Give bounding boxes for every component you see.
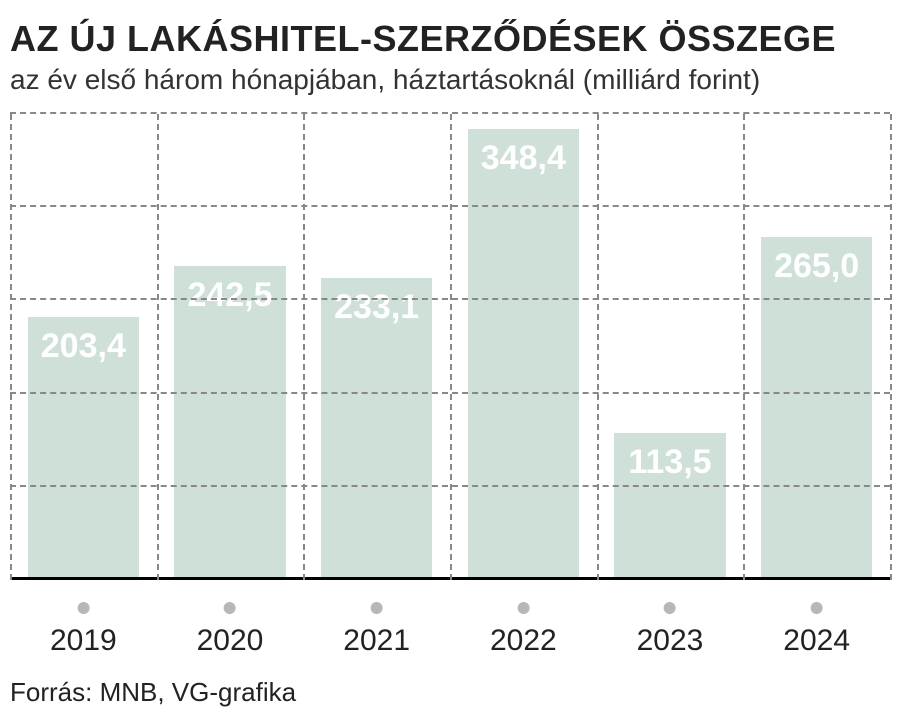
bar: 242,5 xyxy=(174,266,285,580)
chart-title: AZ ÚJ LAKÁSHITEL-SZERZŐDÉSEK ÖSSZEGE xyxy=(10,18,890,60)
tick-dot-icon xyxy=(517,602,529,614)
gridline-vertical xyxy=(450,114,452,580)
x-tick: 2023 xyxy=(637,602,704,658)
bar: 203,4 xyxy=(28,317,139,580)
gridline-horizontal xyxy=(10,112,890,114)
bar-value-label: 203,4 xyxy=(28,327,139,366)
gridline-horizontal xyxy=(10,392,890,394)
bar: 233,1 xyxy=(321,278,432,580)
x-tick: 2021 xyxy=(343,602,410,658)
gridline-vertical xyxy=(597,114,599,580)
chart: 203,4242,5233,1348,4113,5265,0 201920202… xyxy=(10,114,890,670)
x-tick: 2019 xyxy=(50,602,117,658)
gridline-vertical xyxy=(157,114,159,580)
bar: 265,0 xyxy=(761,237,872,580)
tick-dot-icon xyxy=(77,602,89,614)
chart-subtitle: az év első három hónapjában, háztartások… xyxy=(10,64,890,96)
x-tick: 2024 xyxy=(783,602,850,658)
bar: 113,5 xyxy=(614,433,725,580)
x-tick-label: 2020 xyxy=(197,624,264,658)
bar-value-label: 233,1 xyxy=(321,288,432,327)
gridline-vertical xyxy=(303,114,305,580)
bar-value-label: 265,0 xyxy=(761,247,872,286)
x-tick-label: 2021 xyxy=(343,624,410,658)
x-tick: 2022 xyxy=(490,602,557,658)
gridline-vertical xyxy=(743,114,745,580)
x-tick-label: 2023 xyxy=(637,624,704,658)
bar-value-label: 113,5 xyxy=(614,443,725,482)
chart-container: AZ ÚJ LAKÁSHITEL-SZERZŐDÉSEK ÖSSZEGE az … xyxy=(0,0,900,722)
gridline-horizontal xyxy=(10,205,890,207)
x-tick-label: 2019 xyxy=(50,624,117,658)
x-axis: 2019 2020 2021 2022 2023 2024 xyxy=(10,580,890,670)
gridline-vertical xyxy=(890,114,892,580)
bar: 348,4 xyxy=(468,129,579,580)
tick-dot-icon xyxy=(224,602,236,614)
x-tick: 2020 xyxy=(197,602,264,658)
bar-value-label: 242,5 xyxy=(174,276,285,315)
x-tick-label: 2022 xyxy=(490,624,557,658)
gridline-horizontal xyxy=(10,298,890,300)
tick-dot-icon xyxy=(371,602,383,614)
x-tick-label: 2024 xyxy=(783,624,850,658)
plot-area: 203,4 242,5 233,1 348,4 113,5 265,0 xyxy=(10,114,890,580)
gridline-horizontal xyxy=(10,485,890,487)
tick-dot-icon xyxy=(664,602,676,614)
gridline-vertical xyxy=(10,114,12,580)
tick-dot-icon xyxy=(811,602,823,614)
source-line: Forrás: MNB, VG-grafika xyxy=(10,677,296,708)
bar-value-label: 348,4 xyxy=(468,139,579,178)
